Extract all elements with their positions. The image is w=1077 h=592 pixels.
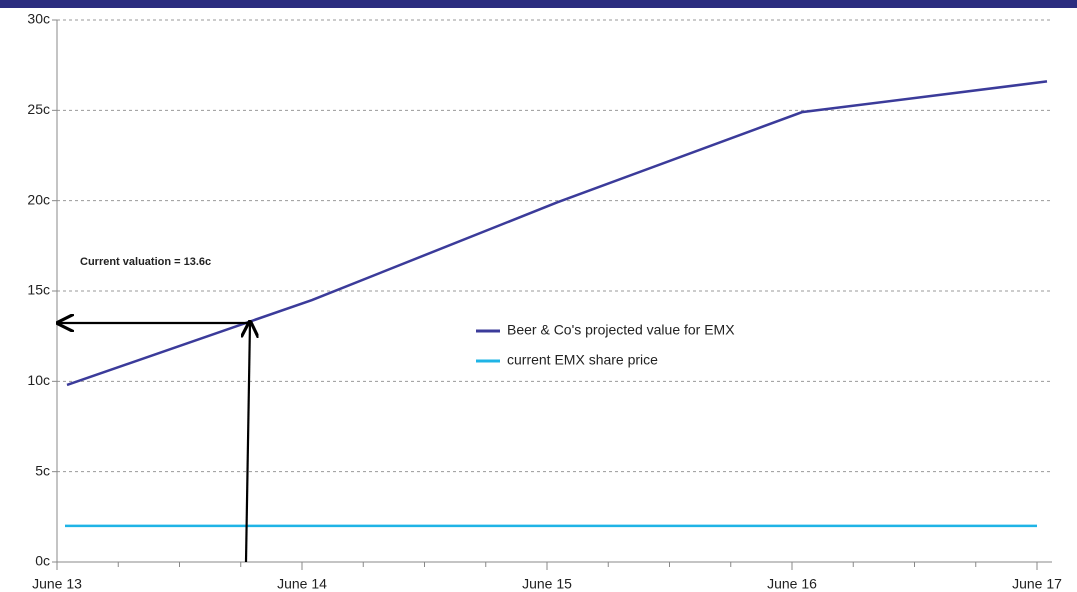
y-tick-label: 5c [35, 462, 50, 478]
series-line [66, 80, 1048, 387]
y-tick-label: 25c [27, 101, 50, 117]
y-tick-label: 0c [35, 553, 50, 569]
annotation: Current valuation = 13.6c [80, 256, 211, 268]
y-tick-label: 20c [27, 191, 50, 207]
arrow [246, 322, 250, 563]
x-tick-label: June 15 [522, 576, 572, 592]
y-tick-label: 30c [27, 11, 50, 27]
y-tick-label: 15c [27, 282, 50, 298]
x-tick-label: June 14 [277, 576, 327, 592]
top-bar [0, 0, 1077, 8]
legend-label: Beer & Co's projected value for EMX [507, 322, 735, 338]
x-tick-label: June 16 [767, 576, 817, 592]
y-tick-label: 10c [27, 372, 50, 388]
x-tick-label: June 17 [1012, 576, 1062, 592]
legend-label: current EMX share price [507, 352, 658, 368]
x-tick-label: June 13 [32, 576, 82, 592]
